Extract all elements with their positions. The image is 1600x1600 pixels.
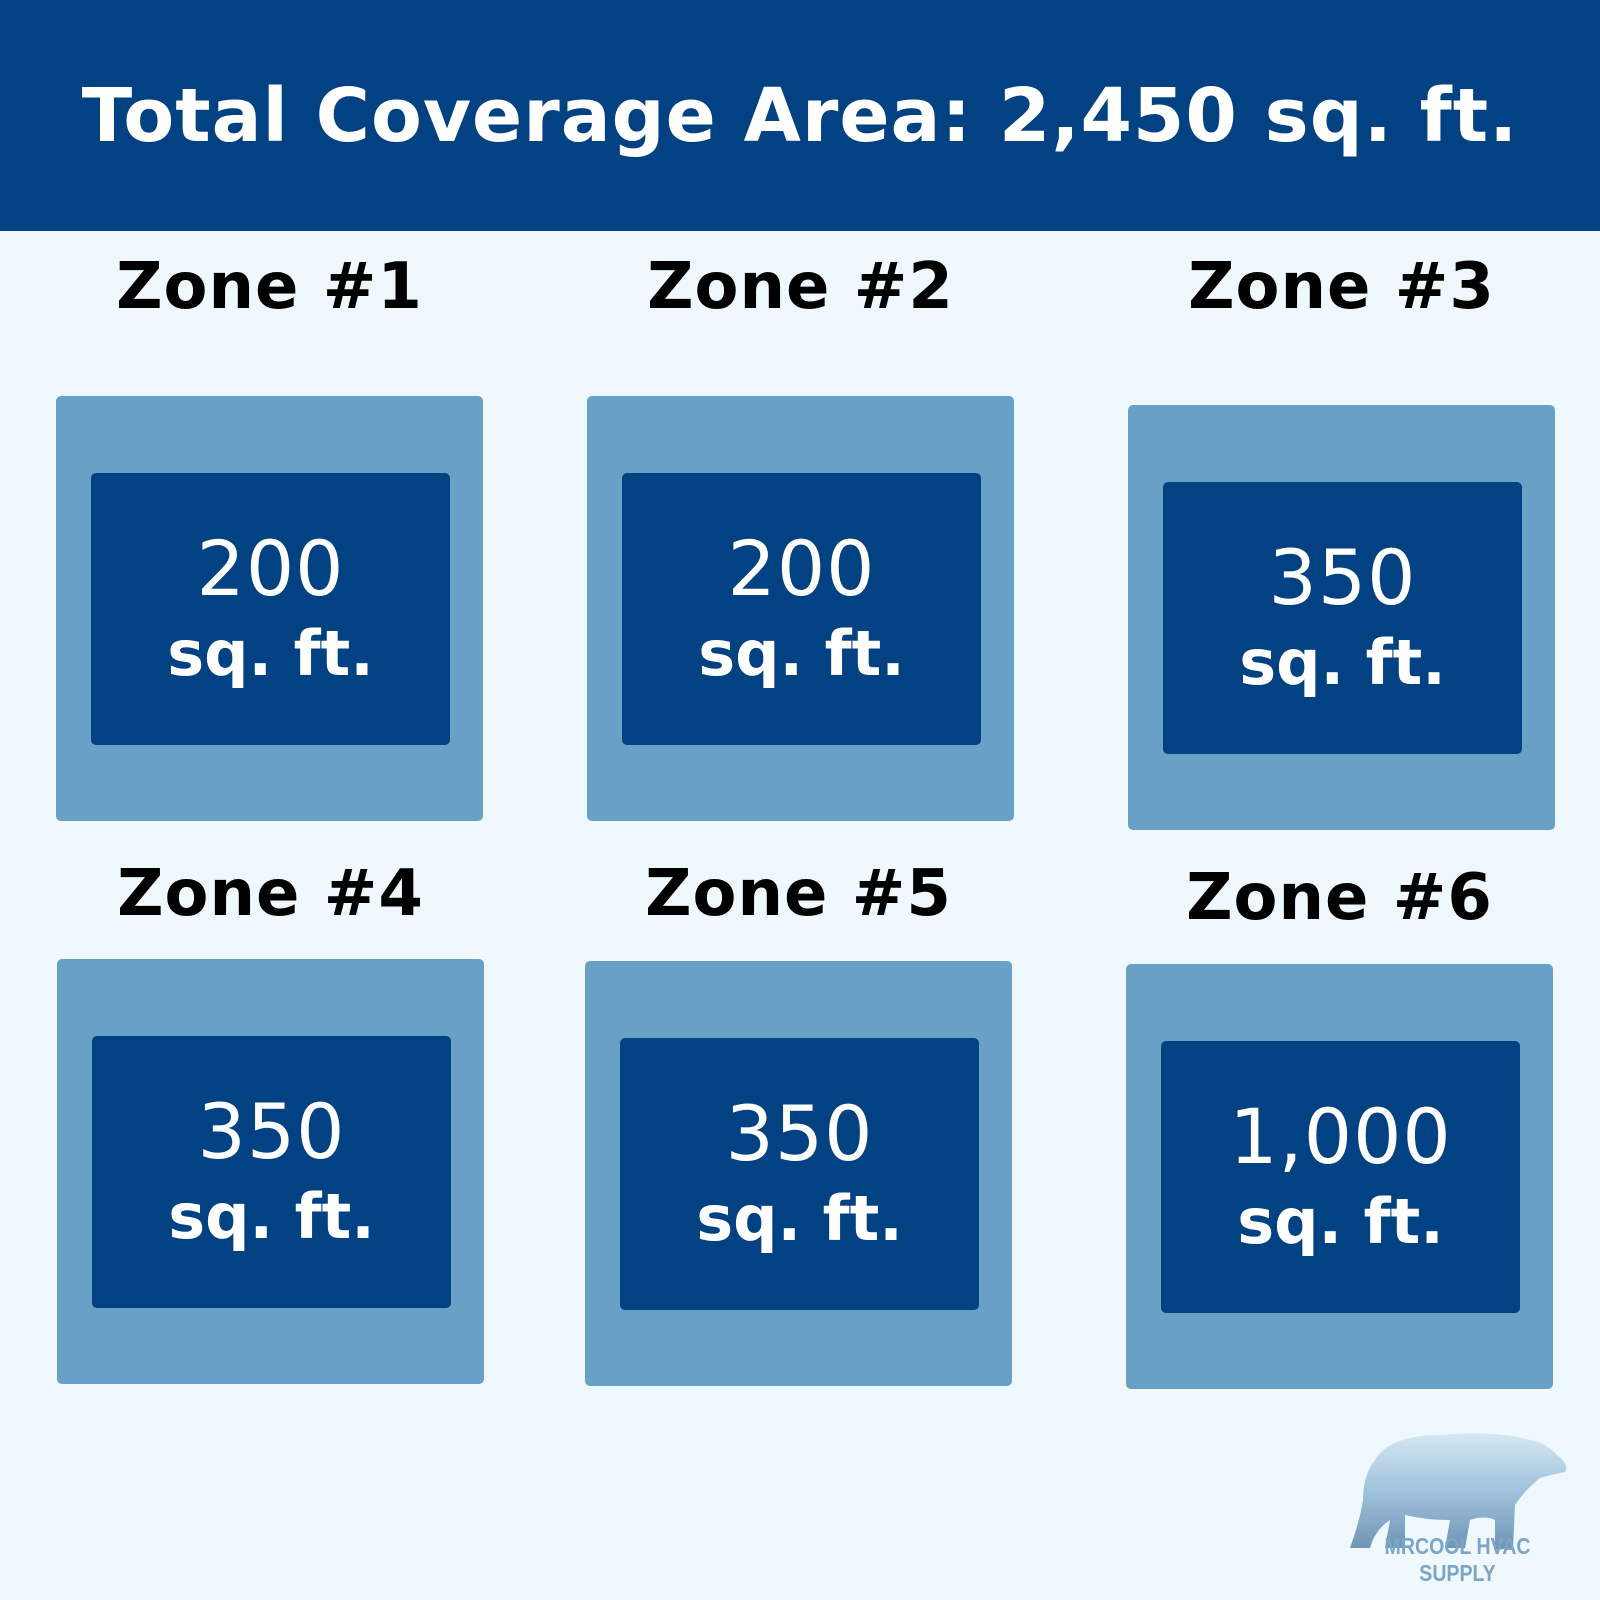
zone-area-value: 350 (197, 1087, 346, 1177)
zone-area-value: 350 (1268, 533, 1417, 623)
zone-area-value: 350 (725, 1089, 874, 1179)
zone-area-value: 200 (196, 524, 345, 614)
zone-area-unit: sq. ft. (167, 617, 374, 691)
zone-area-value: 200 (727, 524, 876, 614)
zone-outer-box: 350 sq. ft. (1128, 405, 1555, 830)
zone-title: Zone #2 (647, 250, 954, 324)
zone-title: Zone #4 (117, 857, 424, 931)
zone-title: Zone #6 (1186, 861, 1493, 935)
brand-logo: MRCOOL HVAC SUPPLY (1345, 1420, 1570, 1595)
zone-outer-box: 350 sq. ft. (585, 961, 1012, 1386)
zone-area-unit: sq. ft. (1237, 1185, 1444, 1259)
header-banner: Total Coverage Area: 2,450 sq. ft. (0, 0, 1600, 231)
polar-bear-icon (1350, 1433, 1567, 1550)
zone-outer-box: 200 sq. ft. (56, 396, 483, 821)
zone-area-value: 1,000 (1229, 1092, 1452, 1182)
zone-inner-box: 350 sq. ft. (92, 1036, 451, 1308)
zone-inner-box: 350 sq. ft. (1163, 482, 1522, 754)
zone-title: Zone #3 (1188, 250, 1495, 324)
zone-inner-box: 350 sq. ft. (620, 1038, 979, 1310)
zone-inner-box: 200 sq. ft. (622, 473, 981, 745)
zone-area-unit: sq. ft. (696, 1182, 903, 1256)
zone-outer-box: 350 sq. ft. (57, 959, 484, 1384)
zone-outer-box: 1,000 sq. ft. (1126, 964, 1553, 1389)
zone-outer-box: 200 sq. ft. (587, 396, 1014, 821)
total-coverage-title: Total Coverage Area: 2,450 sq. ft. (81, 72, 1519, 159)
zone-title: Zone #5 (645, 857, 952, 931)
zone-inner-box: 200 sq. ft. (91, 473, 450, 745)
zone-inner-box: 1,000 sq. ft. (1161, 1041, 1520, 1313)
logo-text: MRCOOL HVAC SUPPLY (1384, 1533, 1531, 1586)
zone-title: Zone #1 (116, 250, 423, 324)
zone-area-unit: sq. ft. (1239, 626, 1446, 700)
zone-area-unit: sq. ft. (168, 1180, 375, 1254)
zone-area-unit: sq. ft. (698, 617, 905, 691)
